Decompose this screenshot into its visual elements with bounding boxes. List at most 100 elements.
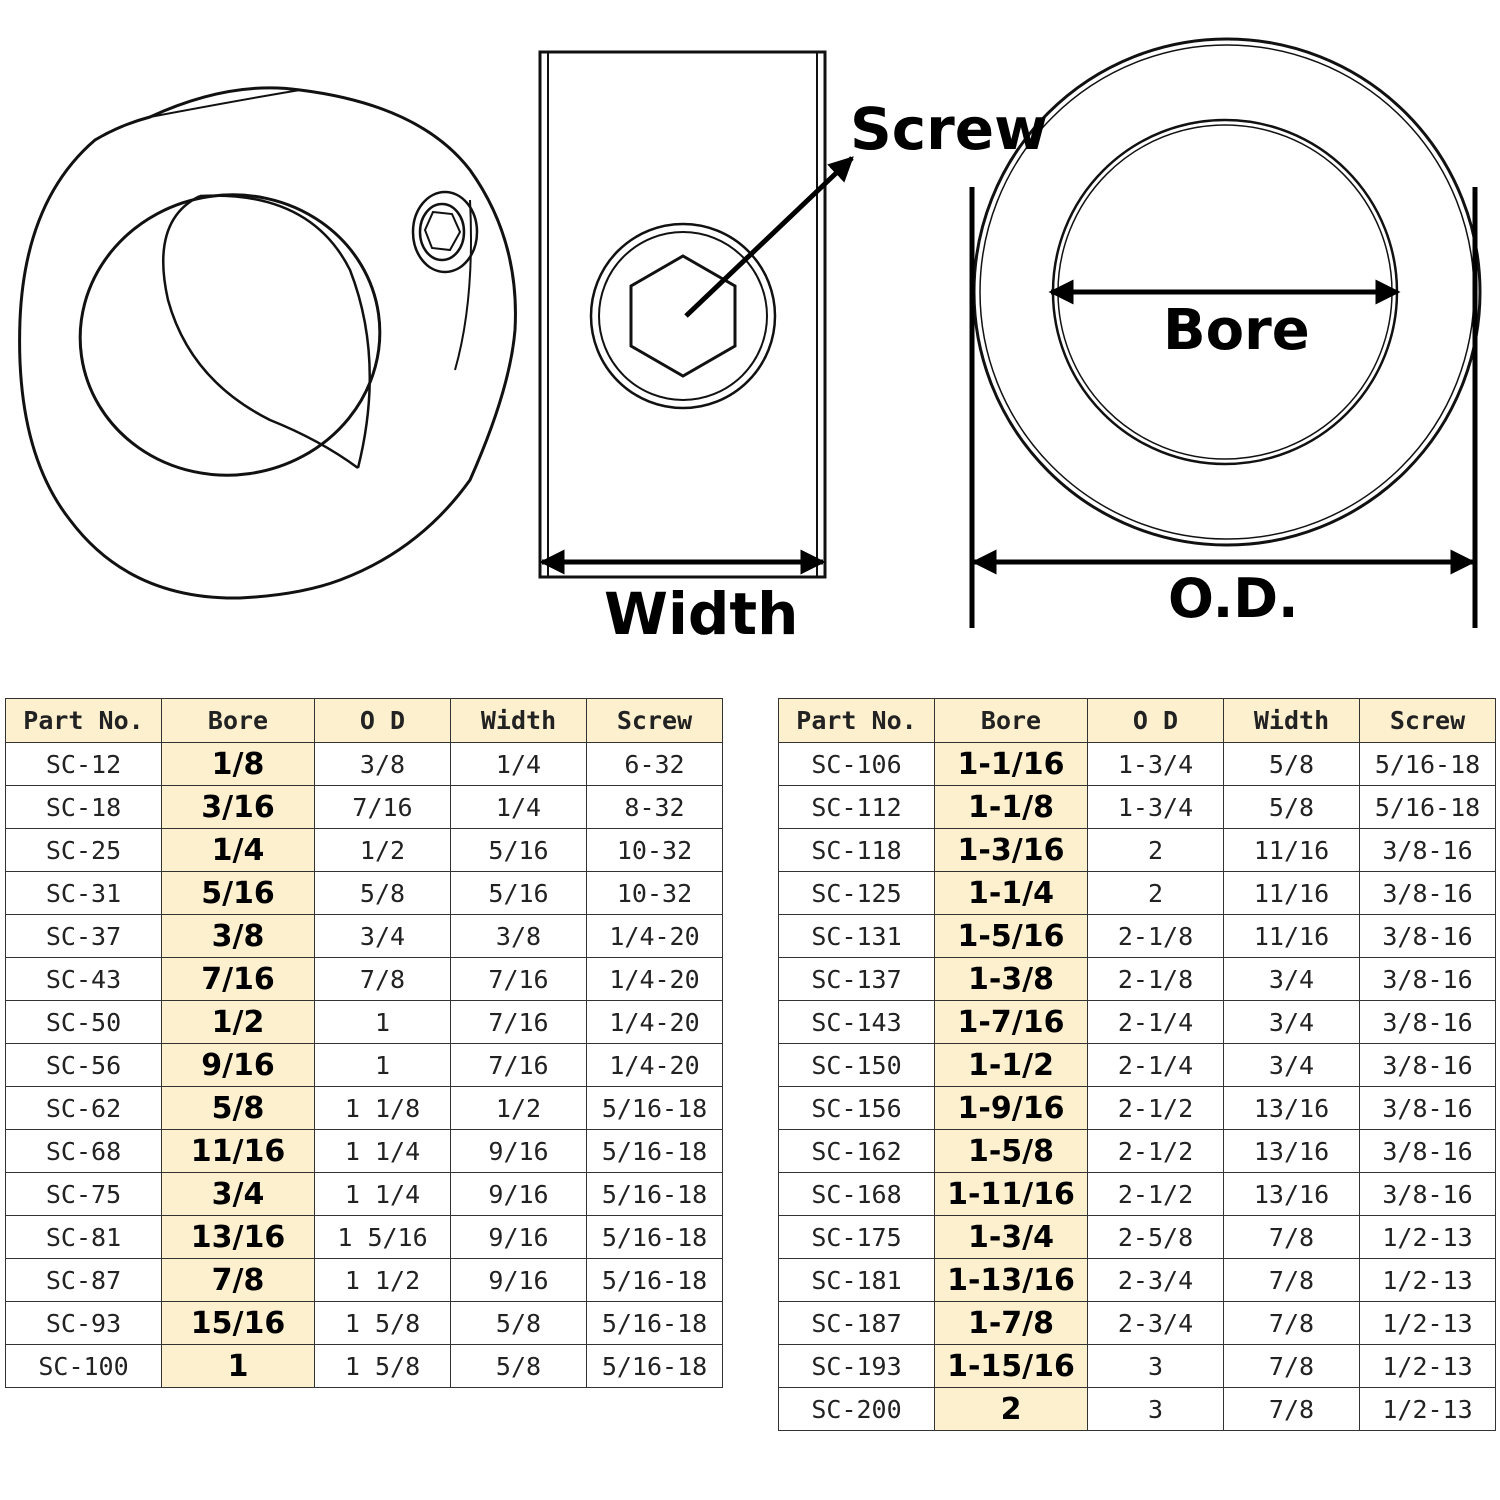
cell-od: 2-1/2 <box>1087 1129 1224 1173</box>
cell-od: 5/8 <box>314 871 451 915</box>
table-row: SC-62 5/8 1 1/8 1/2 5/16-18 <box>5 1086 723 1130</box>
cell-part-no: SC-87 <box>5 1258 162 1302</box>
cell-screw: 1/4-20 <box>586 1043 723 1087</box>
spec-table-right: Part No. Bore O D Width Screw SC-106 1-1/… <box>778 698 1496 1431</box>
cell-screw: 5/16-18 <box>586 1301 723 1345</box>
cell-bore: 1/4 <box>161 828 315 872</box>
table-row: SC-56 9/16 1 7/16 1/4-20 <box>5 1043 723 1087</box>
cell-od: 2-3/4 <box>1087 1258 1224 1302</box>
cell-od: 2-5/8 <box>1087 1215 1224 1259</box>
cell-bore: 1-5/16 <box>934 914 1088 958</box>
cell-bore: 1-3/4 <box>934 1215 1088 1259</box>
cell-screw: 5/16-18 <box>586 1129 723 1173</box>
table-row: SC-31 5/16 5/8 5/16 10-32 <box>5 871 723 915</box>
header-width: Width <box>1223 698 1360 743</box>
cell-screw: 10-32 <box>586 871 723 915</box>
cell-screw: 3/8-16 <box>1359 957 1496 1001</box>
cell-bore: 1-1/8 <box>934 785 1088 829</box>
table-row: SC-93 15/16 1 5/8 5/8 5/16-18 <box>5 1301 723 1345</box>
spec-table-left: Part No. Bore O D Width Screw SC-12 1/8 3/… <box>5 698 723 1388</box>
cell-od: 1 5/8 <box>314 1301 451 1345</box>
cell-width: 9/16 <box>450 1258 587 1302</box>
table-row: SC-75 3/4 1 1/4 9/16 5/16-18 <box>5 1172 723 1216</box>
cell-od: 1 5/8 <box>314 1344 451 1388</box>
cell-part-no: SC-168 <box>778 1172 935 1216</box>
cell-part-no: SC-25 <box>5 828 162 872</box>
cell-part-no: SC-118 <box>778 828 935 872</box>
cell-od: 1 1/4 <box>314 1172 451 1216</box>
cell-width: 1/4 <box>450 742 587 786</box>
cell-bore: 1/2 <box>161 1000 315 1044</box>
cell-part-no: SC-125 <box>778 871 935 915</box>
cell-od: 2 <box>1087 828 1224 872</box>
table-row: SC-143 1-7/16 2-1/4 3/4 3/8-16 <box>778 1000 1496 1044</box>
cell-bore: 1-9/16 <box>934 1086 1088 1130</box>
table-row: SC-12 1/8 3/8 1/4 6-32 <box>5 742 723 786</box>
cell-part-no: SC-143 <box>778 1000 935 1044</box>
table-row: SC-200 2 3 7/8 1/2-13 <box>778 1387 1496 1431</box>
cell-screw: 8-32 <box>586 785 723 829</box>
cell-width: 13/16 <box>1223 1086 1360 1130</box>
cell-bore: 3/4 <box>161 1172 315 1216</box>
cell-part-no: SC-175 <box>778 1215 935 1259</box>
cell-screw: 5/16-18 <box>1359 742 1496 786</box>
cell-part-no: SC-112 <box>778 785 935 829</box>
table-row: SC-43 7/16 7/8 7/16 1/4-20 <box>5 957 723 1001</box>
table-row: SC-168 1-11/16 2-1/2 13/16 3/8-16 <box>778 1172 1496 1216</box>
cell-width: 1/2 <box>450 1086 587 1130</box>
cell-width: 3/8 <box>450 914 587 958</box>
table-row: SC-118 1-3/16 2 11/16 3/8-16 <box>778 828 1496 872</box>
cell-screw: 5/16-18 <box>586 1258 723 1302</box>
cell-bore: 5/8 <box>161 1086 315 1130</box>
cell-screw: 5/16-18 <box>586 1344 723 1388</box>
cell-screw: 1/2-13 <box>1359 1215 1496 1259</box>
table-row: SC-87 7/8 1 1/2 9/16 5/16-18 <box>5 1258 723 1302</box>
cell-od: 1-3/4 <box>1087 742 1224 786</box>
cell-bore: 3/8 <box>161 914 315 958</box>
cell-width: 9/16 <box>450 1215 587 1259</box>
cell-screw: 5/16-18 <box>586 1172 723 1216</box>
cell-bore: 1/8 <box>161 742 315 786</box>
cell-od: 2-1/8 <box>1087 957 1224 1001</box>
cell-width: 7/16 <box>450 1000 587 1044</box>
cell-bore: 5/16 <box>161 871 315 915</box>
cell-bore: 1-13/16 <box>934 1258 1088 1302</box>
cell-bore: 7/8 <box>161 1258 315 1302</box>
cell-od: 3/4 <box>314 914 451 958</box>
cell-width: 5/16 <box>450 871 587 915</box>
cell-od: 7/8 <box>314 957 451 1001</box>
cell-screw: 3/8-16 <box>1359 828 1496 872</box>
cell-part-no: SC-181 <box>778 1258 935 1302</box>
cell-part-no: SC-187 <box>778 1301 935 1345</box>
cell-screw: 3/8-16 <box>1359 871 1496 915</box>
cell-bore: 9/16 <box>161 1043 315 1087</box>
cell-bore: 11/16 <box>161 1129 315 1173</box>
table-row: SC-193 1-15/16 3 7/8 1/2-13 <box>778 1344 1496 1388</box>
cell-bore: 1-11/16 <box>934 1172 1088 1216</box>
cell-screw: 3/8-16 <box>1359 1043 1496 1087</box>
header-od: O D <box>1087 698 1224 743</box>
cell-bore: 13/16 <box>161 1215 315 1259</box>
cell-part-no: SC-156 <box>778 1086 935 1130</box>
cell-screw: 3/8-16 <box>1359 1000 1496 1044</box>
cell-part-no: SC-37 <box>5 914 162 958</box>
width-label: Width <box>604 580 799 648</box>
cell-part-no: SC-75 <box>5 1172 162 1216</box>
cell-od: 1 1/4 <box>314 1129 451 1173</box>
cell-part-no: SC-100 <box>5 1344 162 1388</box>
cell-width: 5/8 <box>450 1344 587 1388</box>
cell-bore: 1-1/2 <box>934 1043 1088 1087</box>
header-bore: Bore <box>161 698 315 743</box>
cell-od: 1/2 <box>314 828 451 872</box>
cell-screw: 1/4-20 <box>586 914 723 958</box>
collar-side-view <box>538 50 827 579</box>
shaft-collar-drawings <box>18 37 1482 628</box>
cell-od: 1 5/16 <box>314 1215 451 1259</box>
cell-screw: 1/4-20 <box>586 1000 723 1044</box>
cell-width: 5/8 <box>450 1301 587 1345</box>
cell-screw: 10-32 <box>586 828 723 872</box>
cell-part-no: SC-200 <box>778 1387 935 1431</box>
cell-width: 11/16 <box>1223 828 1360 872</box>
cell-screw: 3/8-16 <box>1359 1129 1496 1173</box>
cell-bore: 1-15/16 <box>934 1344 1088 1388</box>
